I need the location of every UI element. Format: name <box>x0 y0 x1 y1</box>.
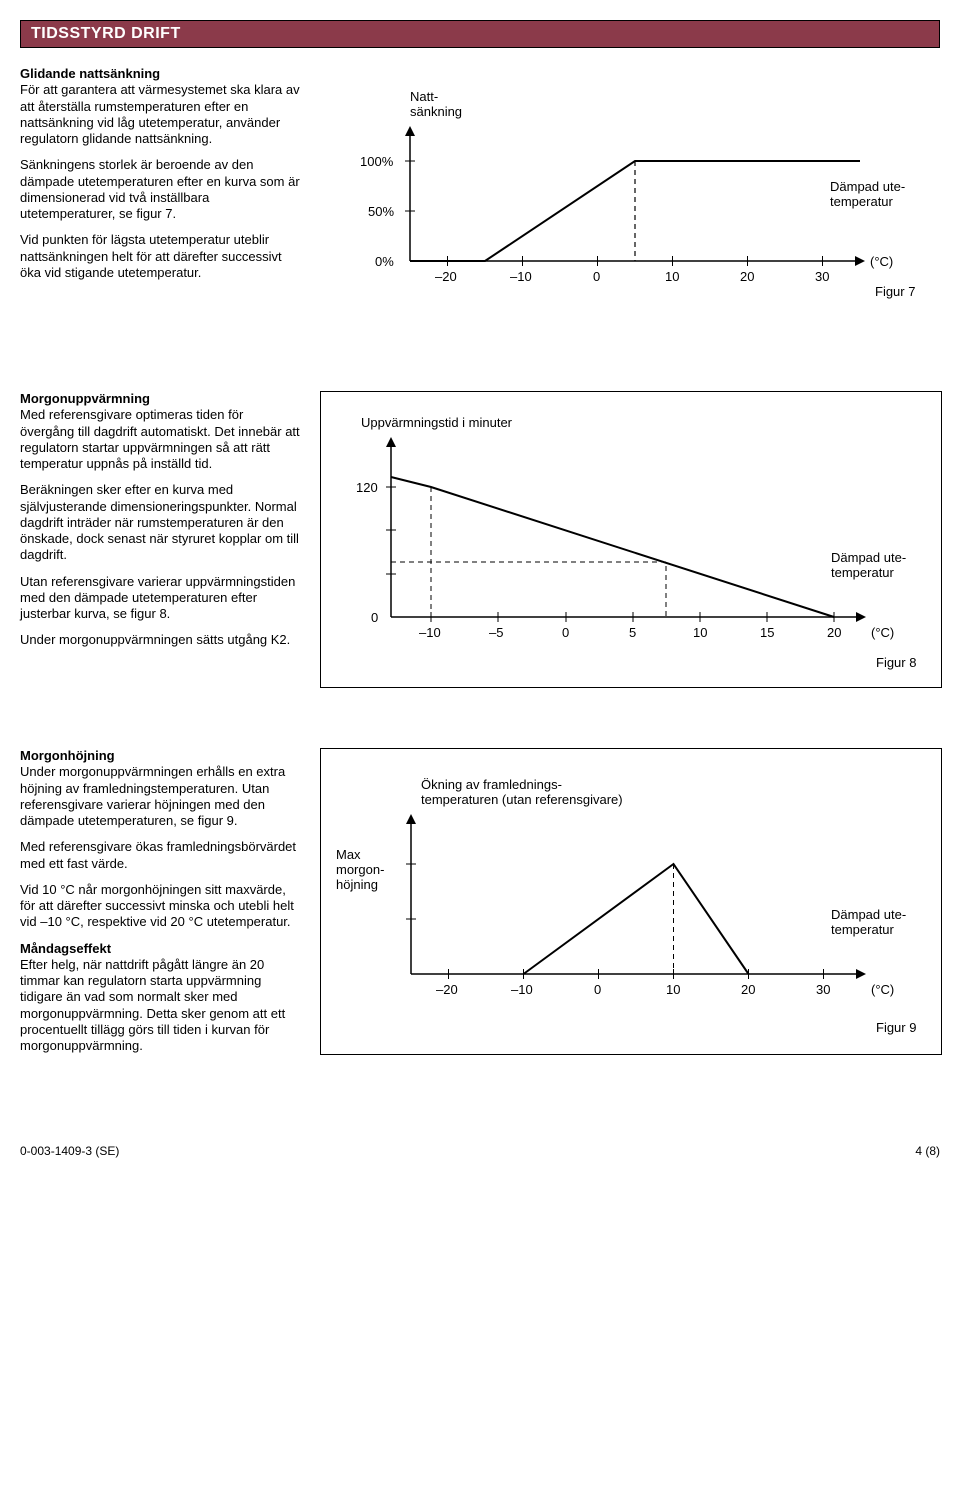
footer-right: 4 (8) <box>915 1144 940 1158</box>
chart1-xl5: 30 <box>815 269 829 284</box>
heading-1: Glidande nattsänkning <box>20 66 160 81</box>
chart3-fig: Figur 9 <box>876 1020 916 1035</box>
chart-2-svg: Uppvärmningstid i minuter 120 0 –10 –5 0… <box>331 407 931 677</box>
chart1-ann1: Dämpad ute- <box>830 179 905 194</box>
chart3-title1: Ökning av framlednings- <box>421 777 562 792</box>
page-footer: 0-003-1409-3 (SE) 4 (8) <box>20 1144 940 1158</box>
chart2-xl1: –5 <box>489 625 503 640</box>
chart3-yarrow <box>406 814 416 824</box>
p1-1: För att garantera att värmesystemet ska … <box>20 82 300 146</box>
chart3-xl4: 20 <box>741 982 755 997</box>
chart2-xl6: 20 <box>827 625 841 640</box>
text-col-2: Morgonuppvärmning Med referensgivare opt… <box>20 391 300 659</box>
page-header: TIDSSTYRD DRIFT <box>20 20 940 48</box>
chart1-xarrow <box>855 256 865 266</box>
p2-1: Med referensgivare optimeras tiden för ö… <box>20 407 300 471</box>
chart3-title2: temperaturen (utan referensgivare) <box>421 792 623 807</box>
text-col-3: Morgonhöjning Under morgonuppvärmningen … <box>20 748 300 1064</box>
chart3-ylab3: höjning <box>336 877 378 892</box>
chart3-ann1: Dämpad ute- <box>831 907 906 922</box>
chart2-xl2: 0 <box>562 625 569 640</box>
chart2-xl4: 10 <box>693 625 707 640</box>
chart1-ylabel-50: 50% <box>368 204 394 219</box>
chart3-xarrow <box>856 969 866 979</box>
chart1-yarrow <box>405 126 415 136</box>
chart2-fig: Figur 8 <box>876 655 916 670</box>
chart-3: Ökning av framlednings- temperaturen (ut… <box>320 748 942 1055</box>
section-morgonhojning: Morgonhöjning Under morgonuppvärmningen … <box>20 748 940 1064</box>
chart2-xunit: (°C) <box>871 625 894 640</box>
chart1-ann2: temperatur <box>830 194 894 209</box>
p3-2: Med referensgivare ökas framledningsbörv… <box>20 839 300 872</box>
chart1-ytitle2: sänkning <box>410 104 462 119</box>
chart2-title: Uppvärmningstid i minuter <box>361 415 513 430</box>
chart3-ann2: temperatur <box>831 922 895 937</box>
chart1-fig: Figur 7 <box>875 284 915 299</box>
p3-1: Under morgonuppvärmningen erhålls en ext… <box>20 764 285 828</box>
chart1-xl3: 10 <box>665 269 679 284</box>
text-col-1: Glidande nattsänkning För att garantera … <box>20 66 300 291</box>
chart2-yl0: 120 <box>356 480 378 495</box>
chart3-ylab1: Max <box>336 847 361 862</box>
p1-2: Sänkningens storlek är beroende av den d… <box>20 157 300 222</box>
p2-2: Beräkningen sker efter en kurva med själ… <box>20 482 300 563</box>
chart3-xl3: 10 <box>666 982 680 997</box>
section-morgonuppvarmning: Morgonuppvärmning Med referensgivare opt… <box>20 391 940 688</box>
chart2-xl3: 5 <box>629 625 636 640</box>
p2-4: Under morgonuppvärmningen sätts utgång K… <box>20 632 300 648</box>
p1-3: Vid punkten för lägsta utetemperatur ute… <box>20 232 300 281</box>
chart2-xl5: 15 <box>760 625 774 640</box>
chart1-xunit: (°C) <box>870 254 893 269</box>
header-title: TIDSSTYRD DRIFT <box>31 25 181 42</box>
section-glidande: Glidande nattsänkning För att garantera … <box>20 66 940 331</box>
chart-1: Natt- sänkning 100% 50% 0% –20 –10 0 10 … <box>320 66 940 331</box>
chart2-xarrow <box>856 612 866 622</box>
chart1-xl4: 20 <box>740 269 754 284</box>
p3-4: Efter helg, när nattdrift pågått längre … <box>20 957 285 1053</box>
heading-3: Morgonhöjning <box>20 748 115 763</box>
chart1-xl0: –20 <box>435 269 457 284</box>
chart2-curve <box>391 477 834 617</box>
chart2-ann2: temperatur <box>831 565 895 580</box>
p3-3: Vid 10 °C når morgonhöjningen sitt maxvä… <box>20 882 300 931</box>
chart1-xl1: –10 <box>510 269 532 284</box>
chart3-xl0: –20 <box>436 982 458 997</box>
chart3-xunit: (°C) <box>871 982 894 997</box>
chart1-ylabel-100: 100% <box>360 154 394 169</box>
chart2-yl3: 0 <box>371 610 378 625</box>
chart1-xl2: 0 <box>593 269 600 284</box>
chart1-ytitle: Natt- <box>410 89 438 104</box>
chart3-ylab2: morgon- <box>336 862 384 877</box>
chart-3-svg: Ökning av framlednings- temperaturen (ut… <box>331 764 931 1044</box>
chart2-xl0: –10 <box>419 625 441 640</box>
heading-2: Morgonuppvärmning <box>20 391 150 406</box>
chart3-xl2: 0 <box>594 982 601 997</box>
heading-3b: Måndagseffekt <box>20 941 111 956</box>
p2-3: Utan referensgivare varierar uppvärmning… <box>20 574 300 623</box>
chart-2: Uppvärmningstid i minuter 120 0 –10 –5 0… <box>320 391 942 688</box>
chart3-xl5: 30 <box>816 982 830 997</box>
chart-1-svg: Natt- sänkning 100% 50% 0% –20 –10 0 10 … <box>330 81 930 311</box>
footer-left: 0-003-1409-3 (SE) <box>20 1144 119 1158</box>
chart2-ann1: Dämpad ute- <box>831 550 906 565</box>
chart3-xl1: –10 <box>511 982 533 997</box>
chart3-curve <box>524 864 749 974</box>
chart2-dash2 <box>391 562 666 617</box>
chart1-ylabel-0: 0% <box>375 254 394 269</box>
chart2-yarrow <box>386 437 396 447</box>
